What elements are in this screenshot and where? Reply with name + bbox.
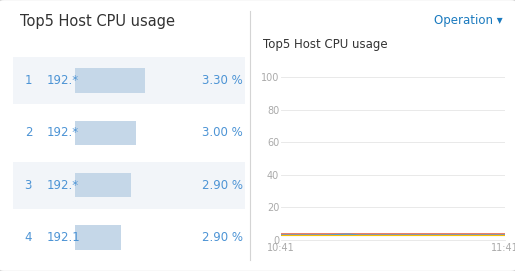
Text: 192.*: 192.* [46,74,79,87]
Bar [12,214,245,261]
Bar [76,173,131,197]
Text: 2: 2 [25,127,32,139]
Text: 3: 3 [25,179,32,192]
Bar [76,121,135,145]
Text: 192.1: 192.1 [46,231,80,244]
Bar [12,162,245,209]
Bar [76,225,121,250]
Text: 192.*: 192.* [46,127,79,139]
Text: 3.30 %: 3.30 % [202,74,243,87]
Bar [12,109,245,157]
Text: 2.90 %: 2.90 % [201,179,243,192]
Text: 4: 4 [25,231,32,244]
Text: 1: 1 [25,74,32,87]
Text: 3.00 %: 3.00 % [202,127,243,139]
Bar [76,69,145,93]
Text: Top5 Host CPU usage: Top5 Host CPU usage [20,14,175,28]
Text: 2.90 %: 2.90 % [201,231,243,244]
Bar [12,57,245,104]
Text: Operation ▾: Operation ▾ [434,14,502,27]
Text: Top5 Host CPU usage: Top5 Host CPU usage [263,38,387,51]
Text: 192.*: 192.* [46,179,79,192]
